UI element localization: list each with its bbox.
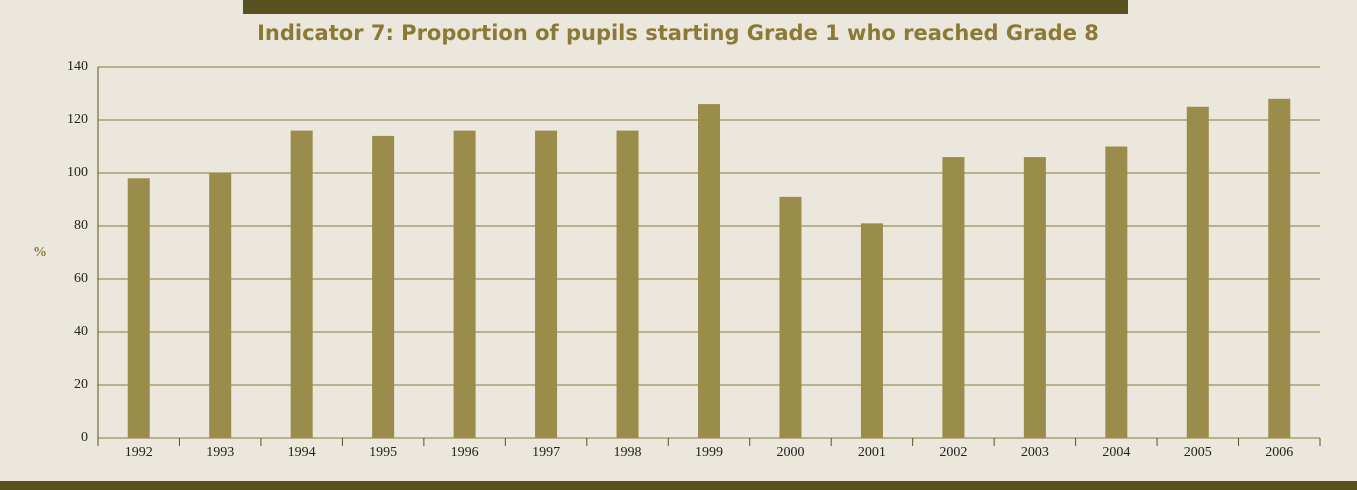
- x-tick-label: 1996: [451, 445, 479, 460]
- x-tick-label: 1994: [288, 445, 316, 460]
- x-tick-label: 2001: [858, 445, 886, 460]
- y-tick-label: 80: [74, 218, 88, 233]
- bar: [779, 196, 802, 438]
- y-tick-label: 0: [81, 430, 88, 445]
- y-tick-label: 120: [67, 112, 88, 127]
- x-tick-label: 2004: [1102, 445, 1130, 460]
- chart-title: Indicator 7: Proportion of pupils starti…: [257, 21, 1099, 45]
- bar: [616, 130, 639, 438]
- header-band: [243, 0, 1128, 14]
- bar: [290, 130, 313, 438]
- bar: [1268, 98, 1291, 439]
- x-tick-label: 1993: [206, 445, 234, 460]
- bar: [698, 104, 720, 438]
- x-tick-label: 1995: [369, 445, 397, 460]
- bar: [372, 135, 395, 438]
- x-tick-label: 1997: [532, 445, 560, 460]
- bar: [453, 130, 476, 438]
- x-tick-label: 1992: [125, 445, 153, 460]
- y-tick-label: 20: [74, 377, 88, 392]
- x-tick-label: 2003: [1021, 445, 1049, 460]
- y-axis-label: %: [33, 245, 47, 260]
- footer-band: [0, 481, 1357, 490]
- x-tick-label: 1998: [614, 445, 642, 460]
- x-tick-label: 2000: [776, 445, 804, 460]
- x-tick-label: 2005: [1184, 445, 1212, 460]
- x-tick-label: 2002: [939, 445, 967, 460]
- bar: [1023, 157, 1046, 438]
- bar: [127, 178, 150, 439]
- y-tick-label: 100: [67, 165, 88, 180]
- y-tick-label: 40: [74, 324, 88, 339]
- bar: [209, 173, 232, 438]
- bar: [942, 157, 965, 438]
- bar: [1186, 106, 1209, 438]
- x-tick-label: 1999: [695, 445, 723, 460]
- y-tick-label: 140: [67, 59, 88, 74]
- y-tick-label: 60: [74, 271, 88, 286]
- bar: [535, 130, 558, 438]
- bar: [1105, 146, 1128, 438]
- x-tick-label: 2006: [1265, 445, 1293, 460]
- bar: [860, 223, 883, 438]
